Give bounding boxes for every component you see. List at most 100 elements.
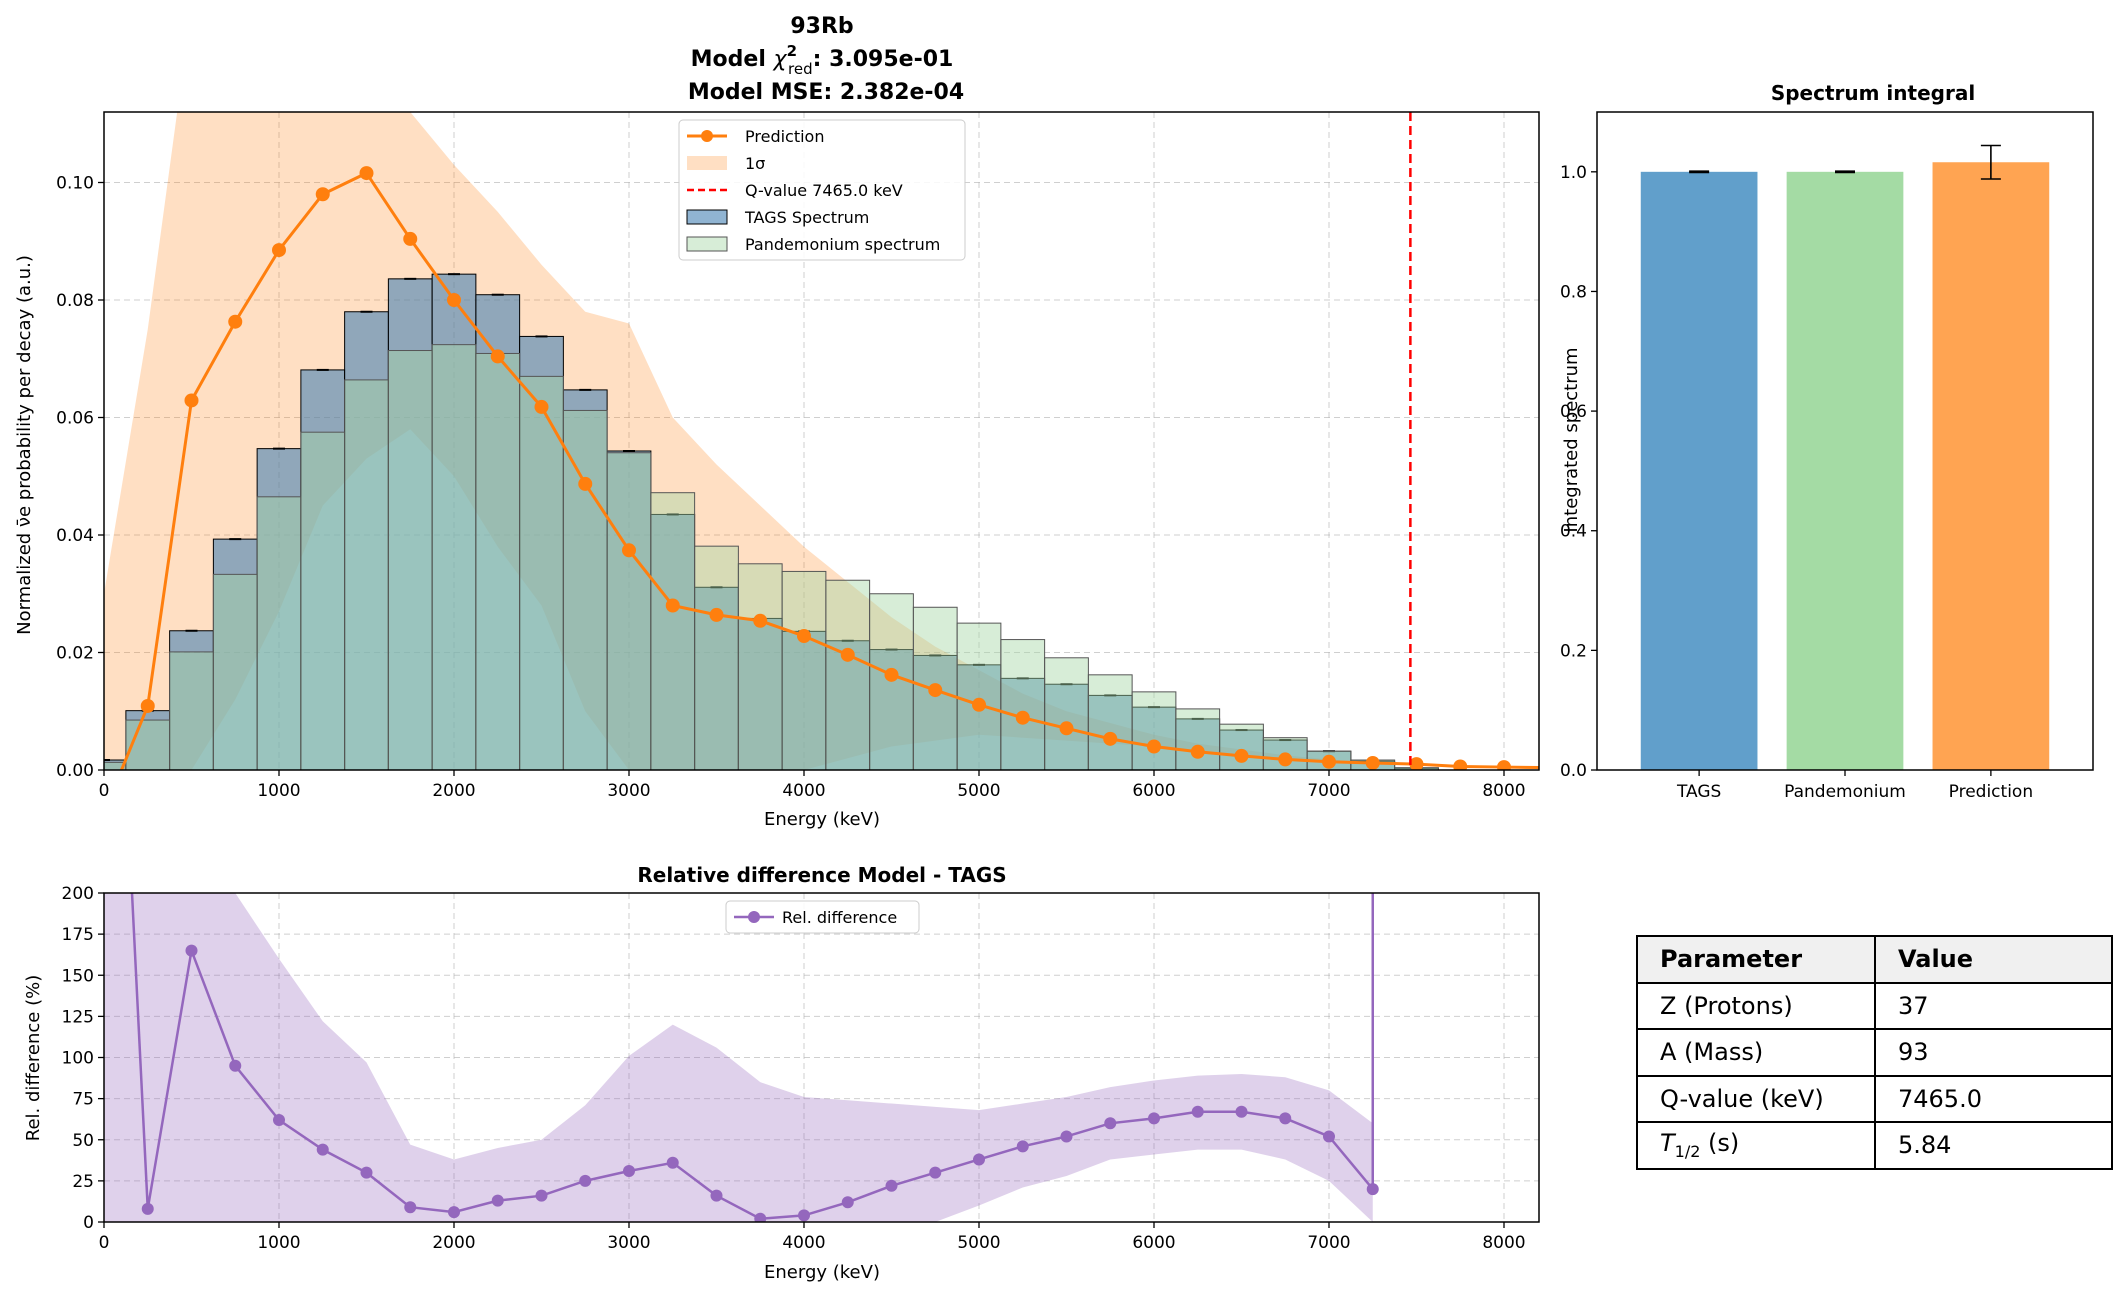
integral-frame (1596, 111, 2094, 771)
prediction-point (1190, 744, 1205, 759)
y-tick-label: 0.06 (56, 409, 94, 429)
prediction-point (709, 607, 724, 622)
main-title-line2: Model χ2 red: 3.095e-01 (691, 42, 954, 78)
reldiff-legend: Rel. difference (725, 900, 920, 934)
reldiff-point (229, 1059, 242, 1072)
reldiff-point (491, 1194, 504, 1207)
reldiff-point (535, 1189, 548, 1202)
pandemonium-bar (1219, 723, 1264, 770)
prediction-point (1497, 760, 1511, 770)
pandemonium-bar (212, 573, 258, 770)
main-title-line1: 93Rb (790, 14, 853, 39)
legend-label: TAGS Spectrum (744, 208, 869, 227)
table-cell-value: 37 (1874, 981, 2113, 1030)
y-tick-label: 200 (62, 884, 94, 904)
pandemonium-bar (256, 496, 302, 770)
prediction-point (315, 187, 330, 202)
reldiff-point (448, 1206, 460, 1219)
table-cell-name: Z (Protons) (1636, 981, 1876, 1030)
spectrum-legend: Prediction 1σ Q-value 7465.0 keV TAGS Spect… (678, 119, 966, 261)
tags-bar (300, 369, 346, 770)
prediction-point (928, 683, 943, 698)
table-cell-name: T1/2 (s) (1636, 1121, 1876, 1170)
tags-bar (781, 630, 827, 770)
x-tick-label: Prediction (1949, 782, 2033, 802)
prediction-point (1103, 731, 1118, 746)
table-row: Q-value (keV) 7465.0 (1636, 1074, 2113, 1123)
reldiff-point (754, 1212, 767, 1222)
x-tick-label: 8000 (1482, 781, 1525, 801)
reldiff-point (973, 1153, 985, 1166)
y-tick-label: 0.04 (56, 526, 94, 546)
tags-bar (1131, 706, 1177, 770)
x-tick-label: 5000 (957, 781, 1000, 801)
y-tick-label: 75 (72, 1090, 94, 1110)
x-tick-label: 4000 (782, 781, 825, 801)
legend-marker-reldiff (748, 911, 760, 923)
prediction-point (1015, 710, 1030, 725)
reldiff-point (841, 1196, 854, 1209)
x-tick-label: 8000 (1482, 1233, 1525, 1253)
x-tick-label: 7000 (1307, 1233, 1350, 1253)
reldiff-point (1323, 1130, 1335, 1143)
reldiff-point (623, 1165, 635, 1178)
integral-title: Spectrum integral (1771, 81, 1975, 105)
tags-bar (212, 538, 258, 770)
table-cell-value: 93 (1874, 1028, 2113, 1077)
prediction-point (622, 543, 636, 558)
prediction-point (1409, 757, 1424, 770)
prediction-point (753, 613, 768, 628)
y-tick-label: 0.2 (1560, 641, 1587, 661)
integral-bar (1786, 171, 1904, 770)
table-cell-name: A (Mass) (1636, 1028, 1876, 1077)
pandemonium-bar (387, 350, 433, 770)
tags-bar (606, 450, 652, 770)
reldiff-point (1148, 1112, 1160, 1125)
prediction-point (1059, 721, 1074, 736)
prediction-point (1278, 752, 1293, 767)
pandemonium-bar (1000, 639, 1046, 770)
reldiff-left-segment (130, 893, 149, 1209)
pandemonium-bar (650, 492, 696, 770)
prediction-point (447, 293, 461, 307)
y-tick-label: 25 (72, 1172, 94, 1192)
y-tick-label: 0.0 (1560, 761, 1587, 781)
x-tick-label: Pandemonium (1784, 782, 1906, 802)
reldiff-point (1191, 1105, 1204, 1118)
prediction-point (272, 243, 286, 258)
integral-ylabel: Integrated spectrum (1561, 347, 1582, 532)
prediction-point (403, 231, 418, 246)
reldiff-point (1279, 1112, 1292, 1125)
x-tick-label: 2000 (432, 781, 475, 801)
prediction-point (1541, 761, 1555, 775)
reldiff-point (1366, 1183, 1379, 1196)
reldiff-xlabel: Energy (keV) (764, 1262, 880, 1283)
reldiff-panel: 0 1000 2000 3000 4000 5000 6000 7000 8000 0 25 50 75… (62, 884, 1540, 1253)
pandemonium-bar (1044, 657, 1089, 770)
pandemonium-bar (737, 563, 783, 770)
pandemonium-bar (956, 622, 1002, 770)
reldiff-point (798, 1209, 810, 1222)
pandemonium-bar (606, 452, 652, 770)
reldiff-point (316, 1143, 329, 1156)
legend-swatch-pandemonium (686, 236, 728, 252)
legend-swatch-tags (686, 209, 728, 225)
table-cell-name: Q-value (keV) (1636, 1074, 1876, 1123)
table-row: Z (Protons) 37 (1636, 981, 2113, 1030)
parameter-table: Parameter Value Z (Protons) 37 A (Mass) … (1636, 935, 2113, 1170)
table-cell-value: 7465.0 (1874, 1074, 2113, 1123)
x-tick-label: 7000 (1307, 781, 1350, 801)
y-tick-label: 0.00 (56, 761, 94, 781)
reldiff-point (185, 944, 198, 957)
y-tick-label: 0.08 (56, 291, 94, 311)
y-tick-label: 0.6 (1560, 402, 1587, 422)
legend-marker-prediction (701, 130, 713, 142)
prediction-point (140, 698, 155, 713)
integral-bar (1640, 171, 1758, 770)
y-tick-label: 1.0 (1560, 163, 1587, 183)
spectrum-panel: 0 1000 2000 3000 4000 5000 6000 7000 8000 0.00 0.0… (56, 111, 1555, 801)
reldiff-point (360, 1166, 373, 1179)
legend-label: Q-value 7465.0 keV (745, 181, 903, 200)
x-tick-label: 3000 (607, 781, 650, 801)
prediction-point (840, 647, 855, 662)
